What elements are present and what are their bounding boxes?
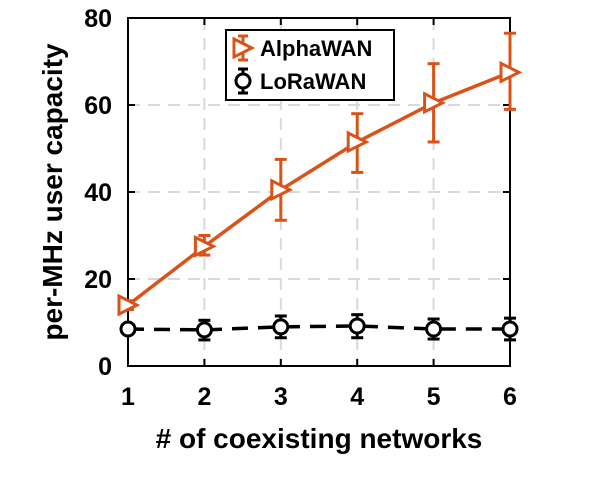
alphawan-point xyxy=(117,293,141,317)
x-tick-label: 2 xyxy=(197,383,211,411)
alphawan-point xyxy=(193,234,217,258)
alphawan-point xyxy=(499,60,523,84)
alphawan-line xyxy=(126,70,511,307)
legend-lorawan-marker xyxy=(234,72,252,90)
series-alphawan xyxy=(117,31,523,317)
alphawan-point xyxy=(423,91,446,115)
series-lorawan xyxy=(119,313,519,342)
lorawan-point xyxy=(272,318,290,336)
y-tick-label: 40 xyxy=(84,179,112,207)
x-axis-title: # of coexisting networks xyxy=(156,423,483,454)
lorawan-point xyxy=(425,320,443,338)
lorawan-point xyxy=(348,317,366,335)
x-tick-label: 5 xyxy=(427,383,441,411)
alphawan-point xyxy=(346,130,370,154)
y-axis-title: per-MHz user capacity xyxy=(37,43,68,341)
grid-lines xyxy=(128,18,510,366)
legend-lorawan-label: LoRaWAN xyxy=(260,69,366,94)
alphawan-point xyxy=(270,178,294,202)
y-tick-label: 80 xyxy=(84,5,112,33)
x-tick-label: 6 xyxy=(503,383,517,411)
y-tick-label: 60 xyxy=(84,92,112,120)
x-tick-label: 1 xyxy=(121,383,135,411)
lorawan-line xyxy=(127,324,510,332)
legend-alphawan-label: AlphaWAN xyxy=(260,36,372,61)
y-tick-label: 0 xyxy=(98,353,112,381)
x-tick-label: 4 xyxy=(350,383,364,411)
lorawan-point xyxy=(195,321,213,339)
series-layer xyxy=(117,31,523,342)
lorawan-point xyxy=(501,320,519,338)
lorawan-point xyxy=(119,320,137,338)
legend-box xyxy=(225,29,395,101)
x-tick-label: 3 xyxy=(274,383,288,411)
legend-alphawan-marker xyxy=(232,36,256,60)
y-tick-label: 20 xyxy=(84,266,112,294)
legend: AlphaWAN LoRaWAN xyxy=(225,29,395,101)
